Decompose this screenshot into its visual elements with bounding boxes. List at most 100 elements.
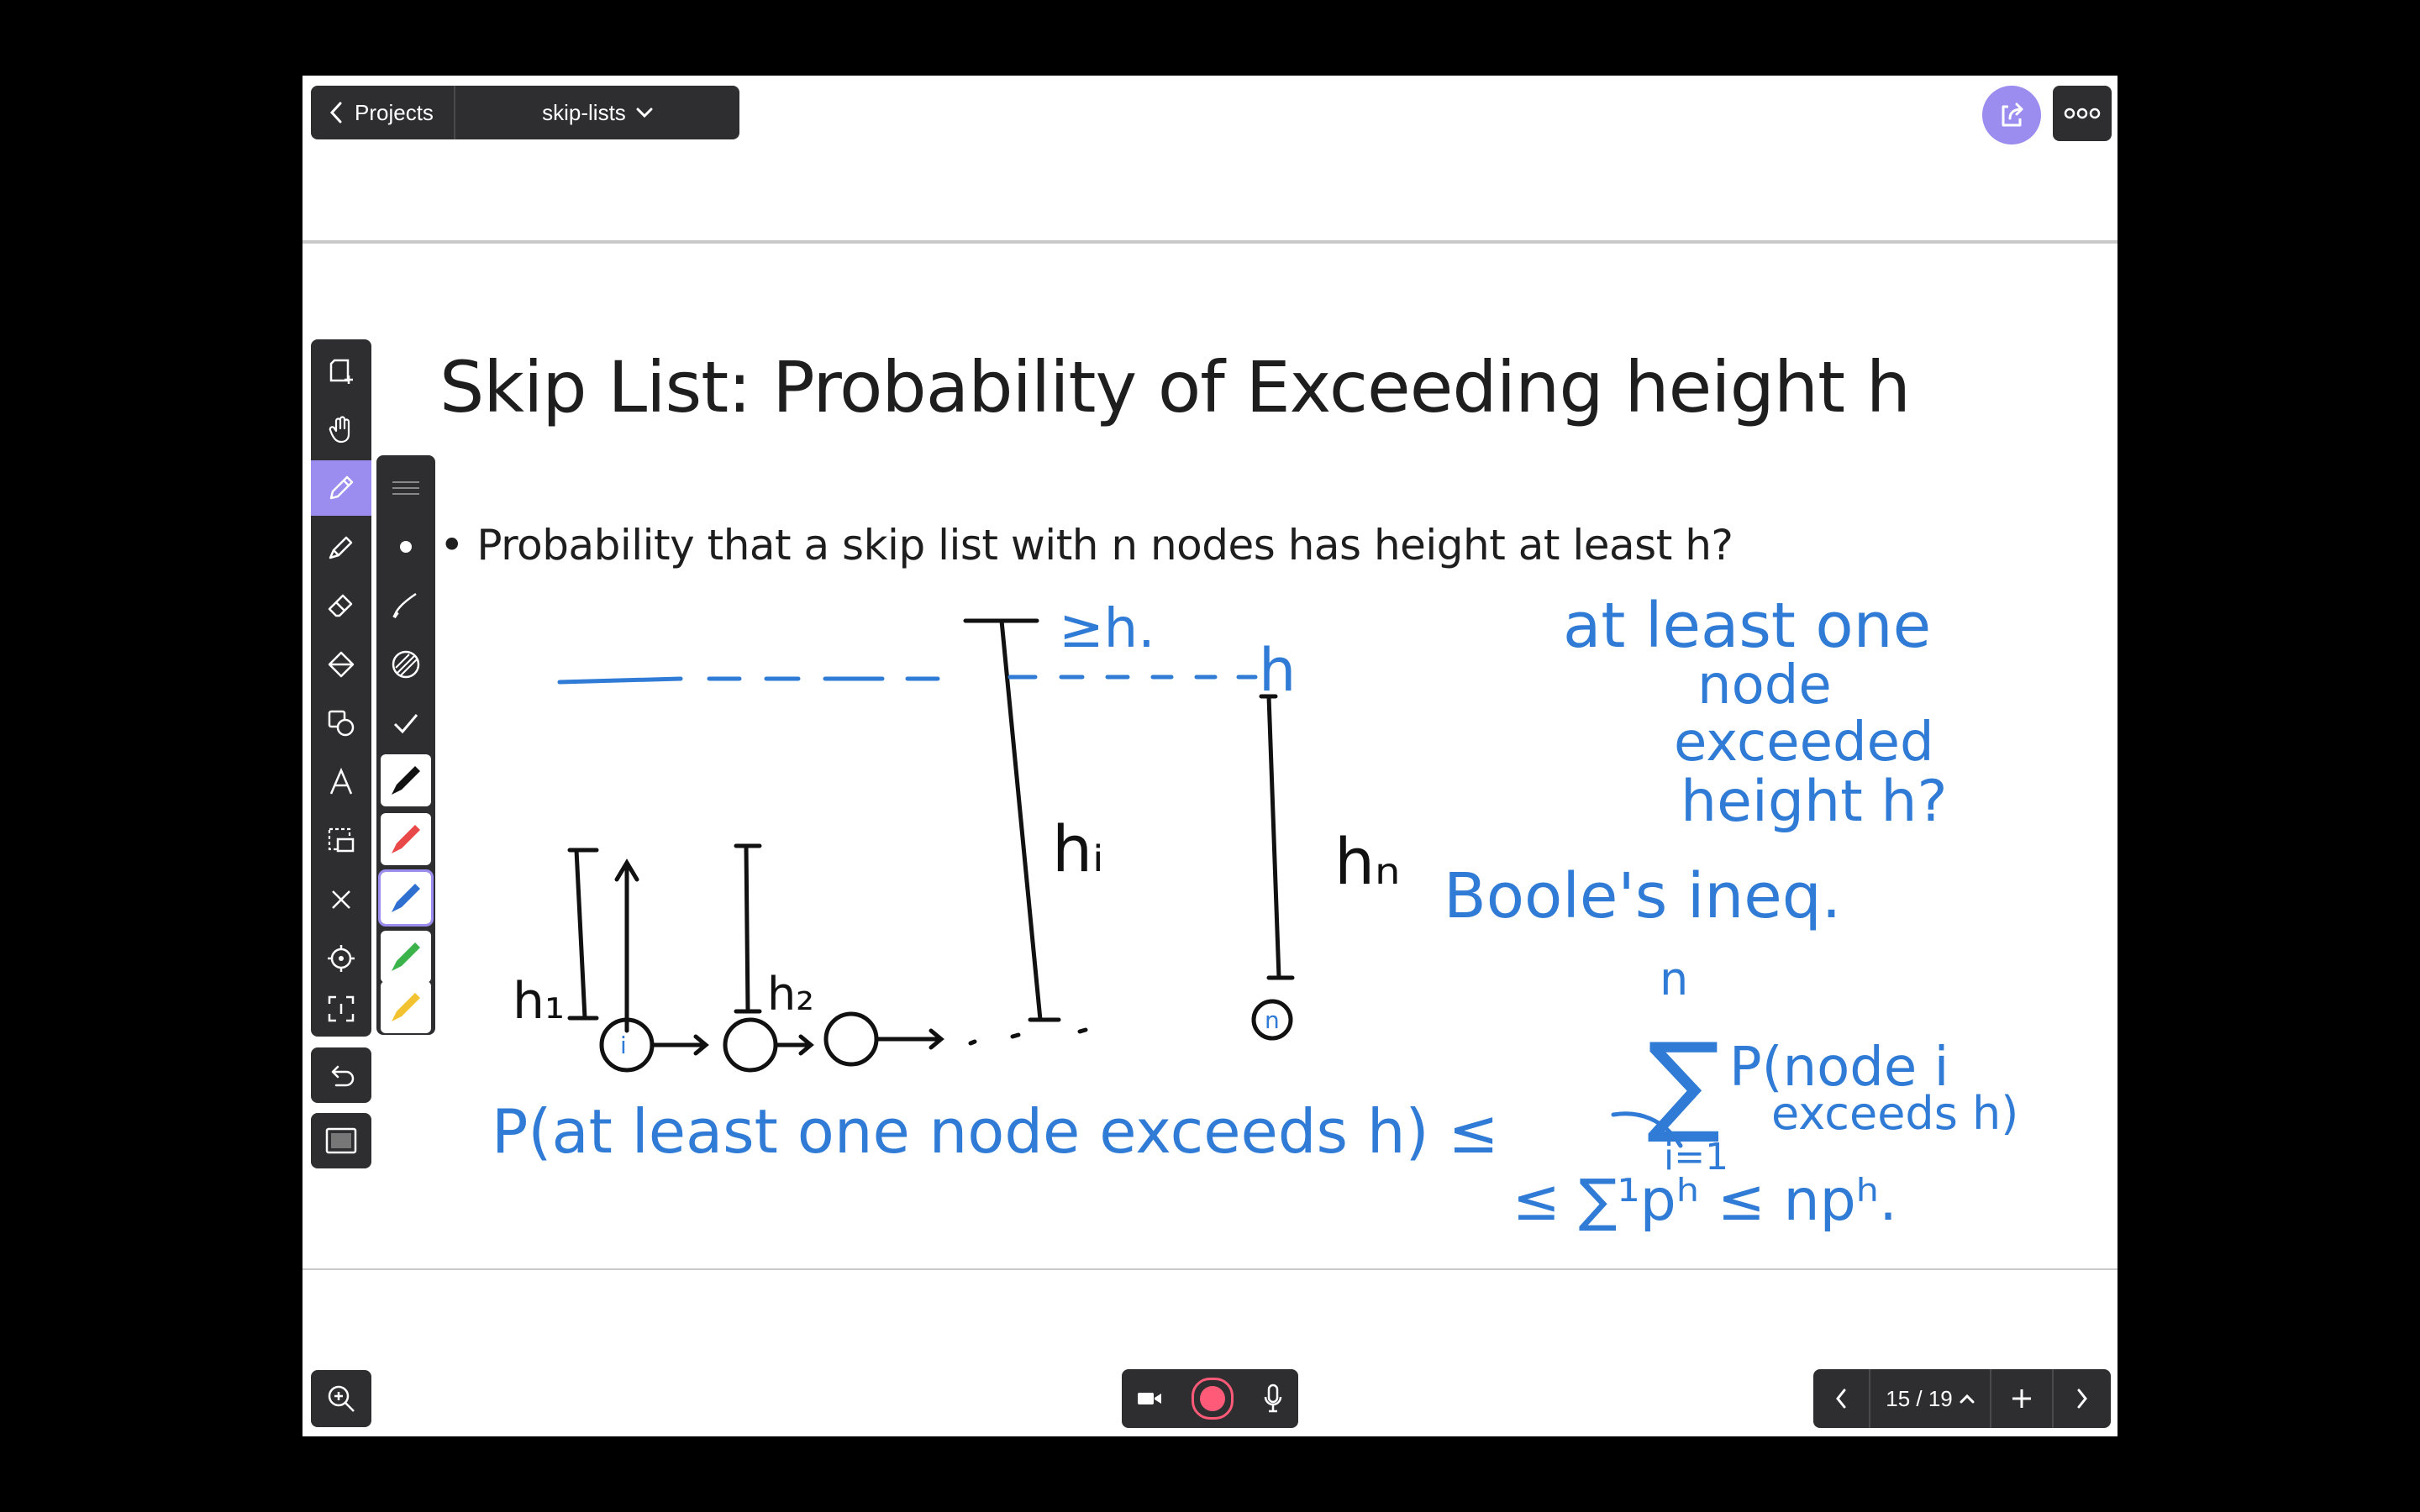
back-to-projects-button[interactable]: Projects: [311, 86, 455, 139]
more-icon: [2064, 108, 2101, 119]
slide-overview-button[interactable]: [311, 1113, 371, 1168]
node-i-label: i: [620, 1032, 627, 1059]
chevron-left-icon: [329, 102, 342, 123]
top-navigation: Projects skip-lists: [311, 86, 739, 139]
pen-red-body: [392, 825, 420, 853]
height-h-line: [557, 675, 1683, 1148]
stroke-width-dot[interactable]: [381, 521, 431, 573]
stroke-width-thin[interactable]: [381, 462, 431, 514]
chevron-right-icon: [2077, 1389, 2087, 1409]
back-label: Projects: [355, 99, 434, 125]
label-hn: hₙ: [1334, 824, 1400, 899]
label-h2: h₂: [767, 968, 814, 1021]
pen-yellow-icon: [392, 993, 420, 1021]
previous-page-button[interactable]: [1813, 1369, 1870, 1428]
hand-tool[interactable]: [311, 402, 371, 457]
plus-icon: [2012, 1389, 2031, 1408]
eraser-tool[interactable]: [311, 578, 371, 633]
bullet-text: Probability that a skip list with n node…: [476, 521, 1733, 570]
add-page-tool[interactable]: [311, 343, 371, 398]
line-weight-icon: [392, 481, 419, 495]
zoom-button[interactable]: [311, 1370, 371, 1427]
document-name-dropdown[interactable]: skip-lists: [455, 86, 739, 139]
slide-bottom-border: [302, 1267, 2118, 1270]
pen-color-black[interactable]: [381, 754, 431, 806]
camera-icon[interactable]: [1137, 1389, 1162, 1408]
add-page-button[interactable]: [1991, 1369, 2054, 1428]
pen-color-blue[interactable]: [378, 869, 434, 927]
node-n-label: n: [1265, 1006, 1280, 1034]
handwritten-annotations: h₁ h₂ hᵢ hₙ i n ≥h. h at least one node …: [492, 590, 2018, 1234]
share-button[interactable]: [1982, 86, 2041, 144]
question-line-3: exceeded: [1674, 711, 1934, 774]
question-line-1: at least one: [1563, 590, 1931, 662]
pen-opacity[interactable]: [381, 638, 431, 690]
text-icon: [329, 767, 353, 795]
slide-canvas[interactable]: Skip List: Probability of Exceeding heig…: [302, 245, 2118, 1268]
share-icon: [2002, 102, 2023, 127]
slide-title: Skip List: Probability of Exceeding heig…: [439, 346, 1911, 428]
chevron-up-icon: [1960, 1394, 1975, 1404]
pen-tool[interactable]: [311, 460, 371, 516]
clear-tool[interactable]: [311, 872, 371, 927]
undo-button[interactable]: [311, 1047, 371, 1103]
chevron-left-icon: [1836, 1389, 1846, 1409]
record-indicator: [1199, 1386, 1225, 1411]
pen-blue-body: [392, 884, 420, 912]
question-line-2: node: [1697, 654, 1832, 717]
page-indicator[interactable]: 15 / 19: [1870, 1369, 1991, 1428]
chevron-down-icon: [636, 108, 653, 118]
probability-rhs-line-1: P(node i: [1729, 1037, 1949, 1099]
tower-labels: h₁ h₂ hᵢ hₙ: [513, 811, 1400, 1031]
page-navigator: 15 / 19: [1813, 1369, 2111, 1428]
laser-pointer-icon: [328, 945, 355, 972]
bound-line: ≤ ∑¹pʰ ≤ npʰ.: [1512, 1168, 1897, 1234]
dot-icon: [400, 541, 412, 553]
recording-controls: [1122, 1369, 1298, 1428]
label-hi: hᵢ: [1052, 811, 1104, 886]
opacity-icon: [392, 650, 420, 679]
crop-tool[interactable]: [311, 981, 371, 1037]
h-line-label: h: [1259, 636, 1296, 705]
booles-inequality: Boole's ineq.: [1444, 860, 1841, 932]
fill-tool[interactable]: [311, 637, 371, 692]
sum-symbol: ∑: [1647, 1019, 1721, 1147]
record-button[interactable]: [1191, 1378, 1234, 1420]
question-line-4: height h?: [1681, 769, 1948, 835]
next-page-button[interactable]: [2054, 1369, 2111, 1428]
label-h1: h₁: [513, 972, 565, 1031]
page-count-label: 15 / 19: [1886, 1385, 1953, 1411]
add-page-icon: [329, 359, 353, 384]
fountain-pen-icon: [392, 592, 417, 619]
pen-color-green[interactable]: [381, 931, 431, 983]
slides-icon: [325, 1127, 357, 1154]
pen-yellow-body: [392, 993, 420, 1021]
pen-green-icon: [392, 942, 420, 971]
selection-icon: [328, 827, 355, 853]
sum-lower-bound: i=1: [1664, 1136, 1728, 1179]
pen-blue-icon: [392, 884, 420, 912]
fill-icon: [328, 651, 355, 678]
shapes-icon: [328, 710, 355, 737]
blue-handwriting: ≥h. h at least one node exceeded height …: [492, 590, 2018, 1234]
sum-upper-bound: n: [1660, 953, 1688, 1005]
pen-color-red[interactable]: [381, 813, 431, 865]
app-window: Projects skip-lists Skip List: Probabili…: [302, 76, 2118, 1436]
highlighter-tool[interactable]: [311, 519, 371, 575]
zoom-in-icon: [328, 1385, 355, 1412]
pen-color-yellow[interactable]: [381, 981, 431, 1033]
close-icon: [332, 890, 350, 909]
hand-icon: [329, 416, 350, 444]
geq-h-label: ≥h.: [1059, 598, 1155, 660]
microphone-icon[interactable]: [1263, 1383, 1283, 1414]
laser-pointer-tool[interactable]: [311, 931, 371, 986]
skip-list-sketch: [567, 618, 1295, 1073]
slide-top-border: [302, 240, 2118, 244]
selection-tool[interactable]: [311, 813, 371, 869]
pressure-toggle[interactable]: [381, 697, 431, 749]
pen-icon: [329, 475, 354, 500]
text-tool[interactable]: [311, 754, 371, 810]
shapes-tool[interactable]: [311, 696, 371, 751]
pen-style-fountain[interactable]: [381, 580, 431, 632]
more-options-button[interactable]: [2053, 86, 2112, 141]
